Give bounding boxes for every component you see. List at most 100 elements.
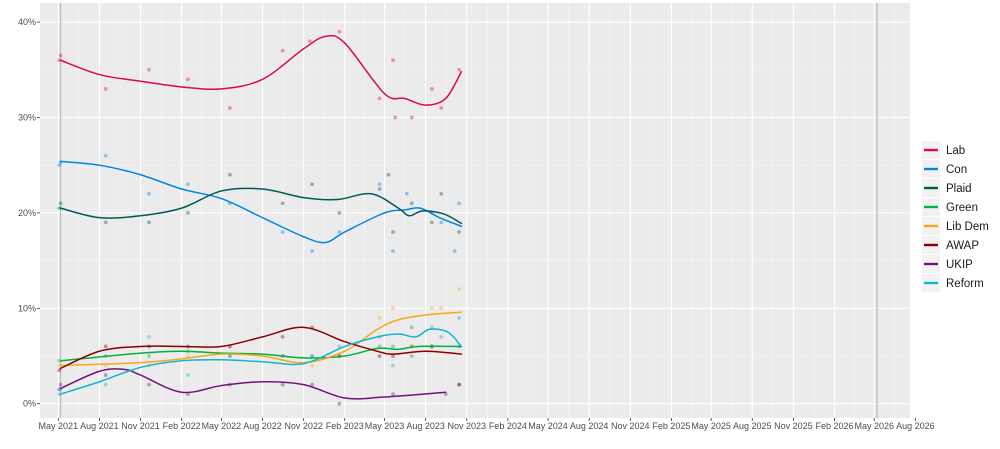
poll-point-con <box>103 153 108 158</box>
trend-line-con <box>59 160 463 244</box>
x-tick-label-nov-2023: Nov 2023 <box>447 421 486 431</box>
x-tick-label-may-2021: May 2021 <box>39 421 79 431</box>
poll-point-plaid <box>439 191 444 196</box>
poll-point-plaid <box>186 210 190 215</box>
poll-point-reform <box>337 344 342 349</box>
poll-point-con <box>186 182 190 187</box>
poll-point-plaid <box>57 206 62 211</box>
legend-label-con: Con <box>946 164 967 176</box>
x-tick-label-feb-2024: Feb 2024 <box>489 421 527 431</box>
minor-gridlines <box>40 3 910 418</box>
poll-point-ukip <box>443 392 448 397</box>
poll-point-lib-dem <box>409 325 414 330</box>
x-tick-label-nov-2024: Nov 2024 <box>611 421 650 431</box>
poll-point-ukip <box>103 373 108 377</box>
poll-point-ukip <box>147 382 151 387</box>
x-tick-label-feb-2026: Feb 2026 <box>815 421 853 431</box>
trend-line-ukip <box>59 368 447 400</box>
poll-point-green <box>391 344 395 349</box>
poll-point-reform <box>228 354 232 358</box>
poll-point-lab <box>103 86 108 91</box>
poll-point-con <box>377 182 382 187</box>
legend-label-ukip: UKIP <box>946 259 973 271</box>
poll-point-plaid <box>409 201 414 206</box>
major-gridlines <box>40 3 916 418</box>
x-tick-label-aug-2026: Aug 2026 <box>896 421 935 431</box>
trend-line-plaid <box>59 187 463 225</box>
poll-point-ukip <box>58 382 63 387</box>
poll-point-green <box>310 354 315 358</box>
poll-point-lab <box>439 106 444 110</box>
legend-label-reform: Reform <box>946 278 984 290</box>
poll-point-awap <box>377 354 382 358</box>
poll-point-lab <box>57 58 62 63</box>
poll-point-lib-dem <box>391 306 395 311</box>
poll-point-con <box>57 163 62 168</box>
poll-point-lab <box>377 96 382 101</box>
poll-point-lib-dem <box>310 363 315 368</box>
poll-point-con <box>310 249 315 253</box>
poll-point-con <box>439 220 444 225</box>
poll-point-lab <box>429 86 434 91</box>
poll-point-reform <box>103 382 108 387</box>
legend-label-awap: AWAP <box>946 240 979 252</box>
poll-point-plaid <box>337 210 342 215</box>
poll-point-plaid <box>377 187 382 191</box>
poll-point-plaid <box>429 220 434 225</box>
poll-point-awap <box>103 344 108 349</box>
trend-line-reform <box>59 328 463 395</box>
poll-point-lab <box>280 48 285 53</box>
legend: Lab Con Plaid Green Lib Dem AWAP UKIP Reform <box>922 141 989 292</box>
poll-point-con <box>337 230 342 234</box>
poll-point-lab <box>58 53 63 58</box>
poll-point-con <box>147 191 151 196</box>
y-tick-label-30: 30% <box>18 112 36 122</box>
legend-label-green: Green <box>946 202 978 214</box>
poll-point-reform <box>57 392 62 397</box>
poll-point-reform <box>391 363 395 368</box>
y-tick-label-40: 40% <box>18 17 36 27</box>
y-tick-label-0: 0% <box>23 399 36 409</box>
trend-line-green <box>59 345 463 362</box>
poll-point-lib-dem <box>439 306 444 311</box>
poll-point-plaid <box>457 230 462 234</box>
poll-point-reform <box>409 325 414 330</box>
poll-point-green <box>409 354 414 358</box>
trend-line-awap <box>59 326 463 370</box>
poll-point-lib-dem <box>186 354 190 358</box>
poll-point-lab <box>337 29 342 34</box>
poll-point-plaid <box>147 220 151 225</box>
poll-point-plaid <box>228 172 232 177</box>
poll-point-ukip <box>337 401 342 406</box>
trend-lines <box>59 34 463 400</box>
poll-point-con <box>280 230 285 234</box>
poll-point-con <box>404 191 409 196</box>
poll-point-plaid <box>386 172 391 177</box>
poll-point-green <box>147 354 151 358</box>
x-tick-label-feb-2025: Feb 2025 <box>652 421 690 431</box>
poll-point-awap <box>280 335 285 339</box>
poll-point-lib-dem <box>57 363 62 368</box>
x-tick-label-nov-2021: Nov 2021 <box>121 421 160 431</box>
poll-point-con <box>452 249 457 253</box>
x-tick-label-may-2025: May 2025 <box>691 421 731 431</box>
x-tick-label-may-2024: May 2024 <box>528 421 568 431</box>
poll-point-awap <box>457 382 462 387</box>
poll-point-plaid <box>391 230 395 234</box>
poll-point-green <box>57 358 62 363</box>
poll-point-con <box>391 249 395 253</box>
poll-point-lib-dem <box>429 306 434 311</box>
legend-label-lib-dem: Lib Dem <box>946 221 989 233</box>
poll-point-ukip <box>280 382 285 387</box>
poll-point-lab <box>409 115 414 120</box>
y-tick-label-20: 20% <box>18 208 36 218</box>
poll-point-lab <box>393 115 398 120</box>
plot-panel <box>40 3 910 418</box>
x-tick-label-aug-2022: Aug 2022 <box>243 421 282 431</box>
trend-line-lib-dem <box>59 311 463 367</box>
x-tick-label-aug-2024: Aug 2024 <box>570 421 609 431</box>
x-tick-label-may-2026: May 2026 <box>854 421 894 431</box>
x-axis: May 2021 Aug 2021 Nov 2021 Feb 2022 May 2022… <box>39 418 935 431</box>
poll-point-reform <box>310 354 315 358</box>
